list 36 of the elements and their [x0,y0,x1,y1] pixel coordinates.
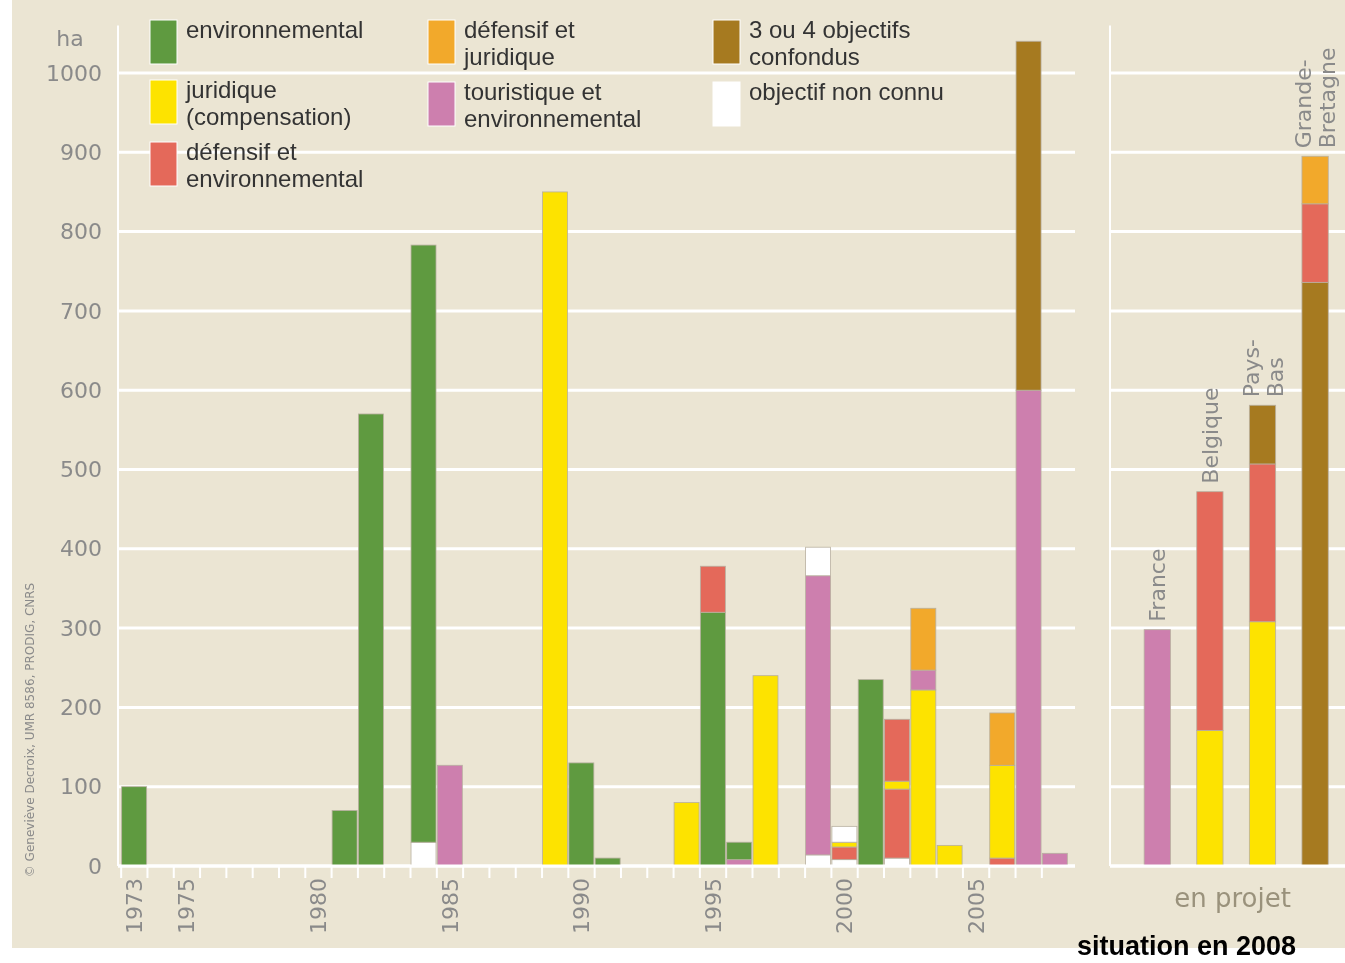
y-tick-label: 300 [60,615,102,641]
y-tick-label: 400 [60,536,102,562]
legend-label: juridique (compensation) [185,76,352,130]
legend-label: environnemental [186,16,364,43]
y-tick-label: 0 [88,853,102,879]
x-tick-label: Grande-Bretagne [1291,47,1341,149]
x-tick-label: 1973 [121,878,147,934]
x-axis-title: en projet [1174,883,1291,913]
x-tick-label: 1975 [174,878,200,934]
y-tick-label: 800 [60,219,102,245]
x-tick-label: France [1145,548,1171,622]
bar [121,786,148,867]
x-tick-label: 1980 [305,878,331,934]
y-tick-label: 200 [60,695,102,721]
x-tick-label: Pays-Bas [1238,339,1288,398]
y-tick-label: 100 [60,774,102,800]
x-tick-label: 1995 [700,878,726,934]
text: © Geneviève Decroix, UMR 8586, PRODIG, CNRS [23,582,37,878]
x-tick-label: 1990 [569,878,595,934]
x-tick-label: 2000 [832,878,858,934]
y-tick-label: 900 [60,139,102,165]
y-axis-title: ha [56,26,84,51]
bar [1143,629,1171,867]
y-tick-label: 1000 [46,60,102,86]
legend-label: défensif et juridique [463,16,576,70]
legend-label: touristique et environnemental [464,78,642,132]
y-tick-label: 700 [60,298,102,324]
legend-label: 3 ou 4 objectifs confondus [749,16,911,70]
x-tick-label: 2005 [963,878,989,934]
x-tick-label: Belgique [1197,387,1223,484]
legend-label: défensif et environnemental [186,138,364,192]
y-tick-label: 600 [60,377,102,403]
y-tick-label: 500 [60,457,102,483]
legend-label: objectif non connu [749,78,944,105]
x-tick-label: 1985 [437,878,463,934]
text: situation en 2008 [1076,931,1296,961]
